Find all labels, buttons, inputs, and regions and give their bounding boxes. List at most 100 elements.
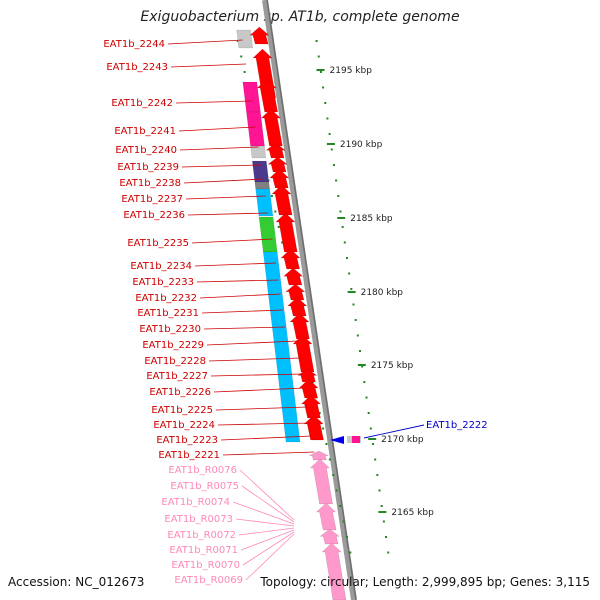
rna-label: EAT1b_R0071 <box>169 545 238 556</box>
cog-block <box>255 188 274 217</box>
scale-dot <box>335 179 338 182</box>
tick-dot <box>281 241 284 244</box>
scale-dot <box>352 303 355 306</box>
map-title: Exiguobacterium sp. AT1b, complete genom… <box>140 9 460 25</box>
tick-dot <box>274 210 277 213</box>
gene-leader <box>222 451 315 456</box>
gene-leader <box>181 164 262 168</box>
cog-block <box>262 251 301 443</box>
highlight-cog-block <box>352 436 360 443</box>
cds-arrow <box>249 26 270 45</box>
gene-leader <box>187 212 269 216</box>
gene-leader <box>170 63 247 68</box>
gene-leader <box>201 309 283 314</box>
scale-dot <box>382 520 385 523</box>
gene-leader <box>206 340 298 346</box>
gene-label: EAT1b_2229 <box>142 340 204 351</box>
cds-arrow <box>267 156 288 173</box>
tick-dot <box>328 458 331 461</box>
tick-dot <box>236 40 239 42</box>
scale-label: 2195 kbp <box>330 66 373 76</box>
scale-label: 2190 kbp <box>340 140 383 150</box>
scale-dot <box>369 427 372 430</box>
highlight-leader <box>363 424 425 439</box>
tick-dot <box>325 443 328 445</box>
scale-dot <box>339 210 342 213</box>
scale-dot <box>345 257 348 259</box>
scale-dot <box>361 365 364 368</box>
scale-label: 2180 kbp <box>361 288 404 298</box>
scale-dot <box>354 319 357 321</box>
gene-label: EAT1b_2230 <box>139 324 201 335</box>
scale-dot <box>328 133 331 135</box>
gene-leader <box>210 373 303 377</box>
tick-dot <box>339 505 342 507</box>
cds-arrow <box>285 283 306 301</box>
rna-label: EAT1b_R0075 <box>170 481 239 492</box>
scale-dot <box>372 443 375 445</box>
scale-dot <box>350 288 353 290</box>
scale-dot <box>359 350 361 352</box>
gene-label: EAT1b_2238 <box>119 178 181 189</box>
rna-label: EAT1b_R0069 <box>174 575 243 586</box>
highlight-gene-label: EAT1b_2222 <box>426 420 488 431</box>
arrows-layer <box>249 26 361 600</box>
rna-label: EAT1b_R0076 <box>168 465 237 476</box>
cog-block <box>236 29 254 49</box>
gene-label: EAT1b_2231 <box>137 308 199 319</box>
scale-dot <box>363 381 366 383</box>
scale-dot <box>324 102 327 104</box>
rna-arrow <box>315 502 337 531</box>
gene-label: EAT1b_2243 <box>106 62 168 73</box>
tick-dot <box>240 55 243 58</box>
scale-dot <box>341 226 344 228</box>
gene-label: EAT1b_2224 <box>153 420 215 431</box>
gene-leader <box>167 39 243 45</box>
backbone-layer <box>262 0 357 600</box>
topology-text: Topology: circular; Length: 2,999,895 bp… <box>260 575 590 589</box>
gene-label: EAT1b_2227 <box>146 371 208 382</box>
gene-label: EAT1b_2223 <box>156 435 218 446</box>
cds-arrow <box>300 394 322 419</box>
tick-dot <box>332 474 335 476</box>
gene-label: EAT1b_2241 <box>114 126 176 137</box>
scale-dot <box>322 86 325 89</box>
scale-dot <box>376 474 379 476</box>
gene-label: EAT1b_2221 <box>158 450 220 461</box>
gene-label: EAT1b_2236 <box>123 210 185 221</box>
scale-dot <box>367 412 370 414</box>
rna-leader <box>235 518 295 527</box>
scale-dot <box>374 458 377 461</box>
rna-leader <box>241 485 295 523</box>
cog-layer <box>236 29 301 443</box>
tick-dot <box>243 71 246 73</box>
scale-label: 2175 kbp <box>371 361 414 371</box>
scale-dot <box>365 396 368 399</box>
gene-label: EAT1b_2225 <box>151 405 213 416</box>
scale-dot <box>337 195 340 197</box>
scale-dot <box>343 241 346 244</box>
cds-arrow <box>289 312 310 340</box>
rna-leader <box>242 531 295 566</box>
gene-leader <box>179 146 259 151</box>
rna-leader <box>238 527 295 536</box>
rna-label: EAT1b_R0070 <box>171 560 240 571</box>
rna-leader <box>232 501 295 525</box>
cog-block <box>250 145 267 159</box>
gene-label: EAT1b_2228 <box>144 356 206 367</box>
rna-arrow <box>321 542 347 600</box>
scale-dot <box>380 505 383 507</box>
gene-leader <box>185 195 266 200</box>
gene-label: EAT1b_2237 <box>121 194 183 205</box>
gene-label: EAT1b_2239 <box>117 162 179 173</box>
gene-leader <box>215 406 308 411</box>
gene-leader <box>220 435 313 441</box>
gene-leader <box>178 126 256 132</box>
tick-dot <box>322 427 325 430</box>
rna-arrow <box>319 528 340 545</box>
cds-arrow <box>275 212 298 253</box>
scale-dot <box>387 551 390 554</box>
gene-leader <box>196 279 279 283</box>
labels-layer: 2195 kbp 2190 kbp 2185 kbp 2180 kbp 2175 kbp… <box>103 39 487 586</box>
